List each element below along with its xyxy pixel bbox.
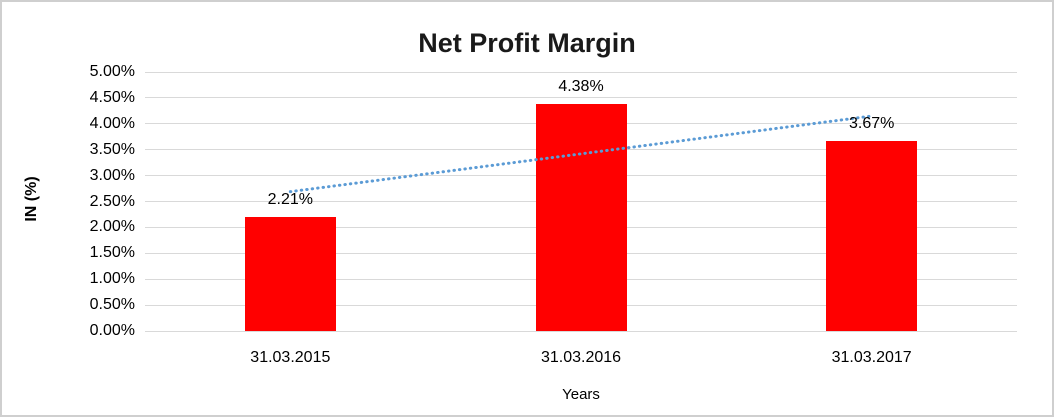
- bar-data-label: 3.67%: [848, 114, 895, 132]
- y-tick-label: 5.00%: [89, 63, 135, 80]
- gridline: [145, 97, 1017, 99]
- gridline: [145, 330, 1017, 332]
- y-tick-label: 1.50%: [89, 244, 135, 262]
- y-tick-label: 0.50%: [89, 296, 135, 314]
- y-tick-label: 3.50%: [89, 140, 135, 158]
- chart-title: Net Profit Margin: [418, 28, 636, 58]
- gridline: [145, 71, 1017, 73]
- x-tick-label: 31.03.2017: [831, 349, 912, 366]
- x-axis-title: Years: [562, 386, 600, 403]
- bar-data-label: 2.21%: [267, 190, 314, 208]
- y-tick-label: 1.00%: [89, 270, 135, 288]
- y-tick-label: 3.00%: [89, 166, 135, 184]
- y-tick-label: 2.50%: [89, 192, 135, 210]
- y-tick-label: 2.00%: [89, 218, 135, 236]
- x-tick-label: 31.03.2015: [250, 349, 331, 366]
- y-tick-label: 4.00%: [89, 114, 135, 132]
- y-tick-label: 0.00%: [89, 322, 135, 339]
- bar-31.03.2015: [244, 216, 336, 331]
- x-tick-label: 31.03.2016: [540, 349, 622, 366]
- y-tick-label: 4.50%: [89, 88, 135, 106]
- bar-data-label: 4.38%: [558, 78, 604, 96]
